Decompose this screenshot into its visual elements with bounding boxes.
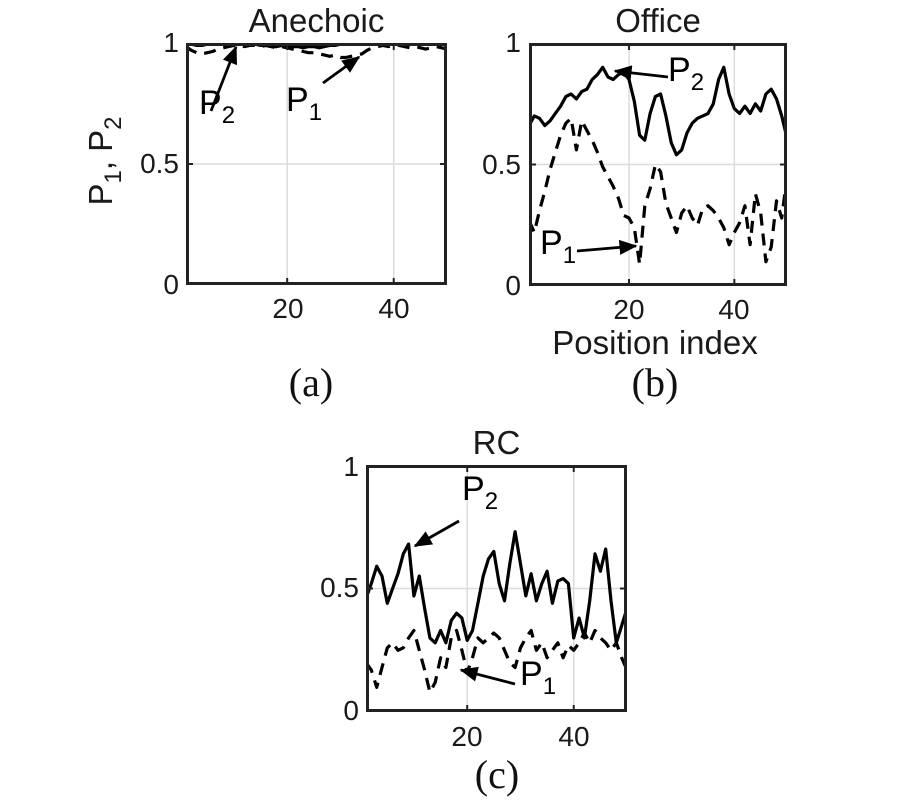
office-plot-area [529,43,787,286]
anechoic-xtick-40: 40 [378,293,410,324]
office-p1-label-sub: 1 [562,242,577,270]
anechoic-p1-label-sub: 1 [308,99,323,127]
y-axis-label: P1, P2 [81,116,128,206]
office-axes-box [529,43,787,286]
anechoic-p1-label-base: P [286,81,309,119]
rc-xtick-20: 20 [451,721,483,752]
rc-series-p2-line [366,530,627,645]
office-ytick-1: 1 [505,27,521,58]
rc-p2-label: P2 [462,472,498,514]
rc-axes-box [366,465,627,712]
office-p2-label-base: P [668,51,691,89]
caption-b: (b) [631,360,679,405]
subplot-rc-title: RC [472,424,521,461]
anechoic-ytick-0-5: 0.5 [140,148,179,179]
anechoic-p2-label-sub: 2 [221,102,236,130]
anechoic-plot-area [186,43,447,285]
anechoic-ytick-1: 1 [163,27,179,58]
subplot-office-title: Office [615,2,701,39]
rc-p1-label: P1 [520,657,556,699]
anechoic-p2-label: P2 [199,86,235,128]
anechoic-xtick-20: 20 [272,293,304,324]
office-series-p1-line [529,116,787,266]
caption-c: (c) [474,752,520,797]
anechoic-series-p2-line [186,43,447,50]
office-x-axis-label: Position index [552,324,758,361]
office-p2-label: P2 [668,53,704,95]
rc-ytick-1: 1 [343,451,359,482]
office-p1-label-base: P [540,224,563,262]
y-axis-label-p1-sub: 1 [100,170,128,184]
y-axis-label-p1: P [81,183,119,206]
anechoic-ytick-0: 0 [163,269,179,300]
office-p1-label: P1 [540,226,576,268]
rc-p2-label-sub: 2 [484,488,499,516]
office-ytick-0: 0 [505,270,521,301]
rc-xtick-40: 40 [558,721,590,752]
subplot-anechoic-title: Anechoic [248,2,385,39]
rc-p1-label-sub: 1 [542,673,557,701]
rc-ytick-0: 0 [343,695,359,726]
office-xtick-40: 40 [718,294,750,325]
anechoic-p2-label-base: P [199,84,222,122]
office-xtick-20: 20 [613,294,645,325]
y-axis-label-sep: , P [81,129,119,171]
rc-p2-label-base: P [462,470,485,508]
rc-series-p1-line [366,628,627,694]
rc-p1-label-base: P [520,655,543,693]
anechoic-p1-label: P1 [286,83,322,125]
office-p2-label-sub: 2 [690,69,705,97]
y-axis-label-p2-sub: 2 [100,116,128,130]
office-series-p2-line [529,65,787,157]
office-ytick-0-5: 0.5 [482,149,521,180]
caption-a: (a) [288,360,334,405]
rc-ytick-0-5: 0.5 [320,572,359,603]
anechoic-axes-box [186,43,447,285]
